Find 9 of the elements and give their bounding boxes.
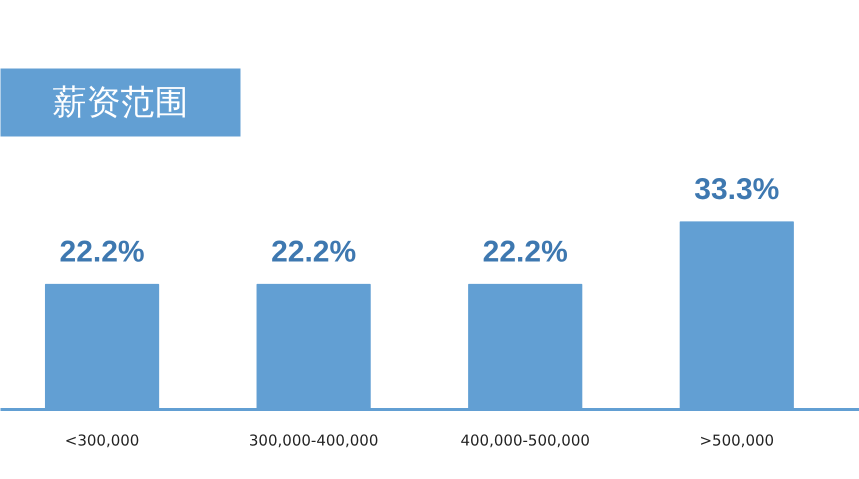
data-label: 22.2%: [482, 235, 568, 268]
data-label: 22.2%: [271, 235, 356, 268]
data-label: 33.3%: [694, 172, 780, 206]
x-tick-label: 400,000-500,000: [460, 432, 590, 450]
data-label: 22.2%: [60, 235, 145, 268]
chart-title: 薪资范围: [52, 82, 188, 122]
x-tick-label: >500,000: [699, 432, 774, 450]
x-tick-label: <300,000: [64, 432, 140, 450]
x-tick-label: 300,000-400,000: [248, 432, 378, 450]
